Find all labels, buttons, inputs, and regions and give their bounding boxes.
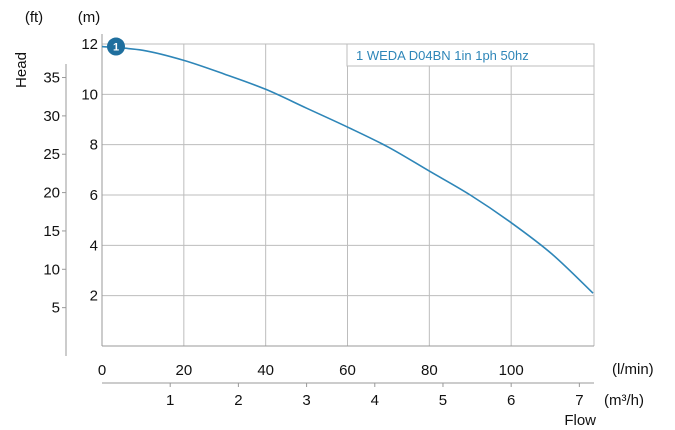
series-marker-1: 1 xyxy=(107,37,125,56)
x-ticks-m3h: 1 2 3 4 5 6 7 xyxy=(166,383,584,409)
y-axis-label: Head xyxy=(13,52,30,88)
y-tick-label-ft: 10 xyxy=(43,261,60,278)
y-tick-label-ft: 20 xyxy=(43,185,60,202)
y-unit-feet: (ft) xyxy=(25,9,43,26)
x-tick-label-lmin: 0 xyxy=(98,362,106,379)
x-tick-label-lmin: 100 xyxy=(499,362,524,379)
y-tick-label-m: 10 xyxy=(81,86,98,103)
x-tick-label-m3h: 2 xyxy=(234,392,242,409)
x-unit-lmin: (l/min) xyxy=(612,361,654,378)
y-unit-meters: (m) xyxy=(78,9,101,26)
grid xyxy=(102,43,595,346)
y-tick-label-ft: 30 xyxy=(43,108,60,125)
y-tick-label-ft: 5 xyxy=(52,300,60,317)
y-tick-label-ft: 15 xyxy=(43,223,60,240)
series-marker-label: 1 xyxy=(113,42,119,54)
axes xyxy=(65,34,594,384)
x-tick-label-lmin: 40 xyxy=(257,362,274,379)
x-axis-label: Flow xyxy=(564,412,596,429)
y-tick-label-m: 2 xyxy=(90,288,98,305)
x-unit-m3h: (m³/h) xyxy=(604,392,644,409)
x-tick-label-m3h: 7 xyxy=(575,392,583,409)
legend-box xyxy=(346,43,595,67)
y-tick-label-ft: 25 xyxy=(43,146,60,163)
y-tick-label-m: 4 xyxy=(90,237,98,254)
series-marker-circle xyxy=(107,37,125,56)
x-ticks-lmin: 0 20 40 60 80 100 xyxy=(98,362,524,379)
x-tick-label-lmin: 60 xyxy=(339,362,356,379)
y-ticks-feet: 5 10 15 20 25 30 35 xyxy=(43,70,66,317)
y-tick-label-ft: 35 xyxy=(43,70,60,87)
x-tick-label-m3h: 3 xyxy=(302,392,310,409)
y-ticks-meters: 2 4 6 8 10 12 xyxy=(81,36,98,305)
legend-entry-series-1: 1 WEDA D04BN 1in 1ph 50hz xyxy=(356,48,529,63)
x-tick-label-m3h: 4 xyxy=(371,392,379,409)
y-tick-label-m: 6 xyxy=(90,187,98,204)
x-tick-label-lmin: 80 xyxy=(421,362,438,379)
x-tick-label-m3h: 1 xyxy=(166,392,174,409)
x-tick-label-m3h: 5 xyxy=(439,392,447,409)
y-tick-label-m: 8 xyxy=(90,137,98,154)
x-tick-label-lmin: 20 xyxy=(175,362,192,379)
y-tick-label-m: 12 xyxy=(81,36,98,53)
series-line-1 xyxy=(101,45,594,294)
legend: 1 WEDA D04BN 1in 1ph 50hz xyxy=(346,43,595,67)
x-tick-label-m3h: 6 xyxy=(507,392,515,409)
